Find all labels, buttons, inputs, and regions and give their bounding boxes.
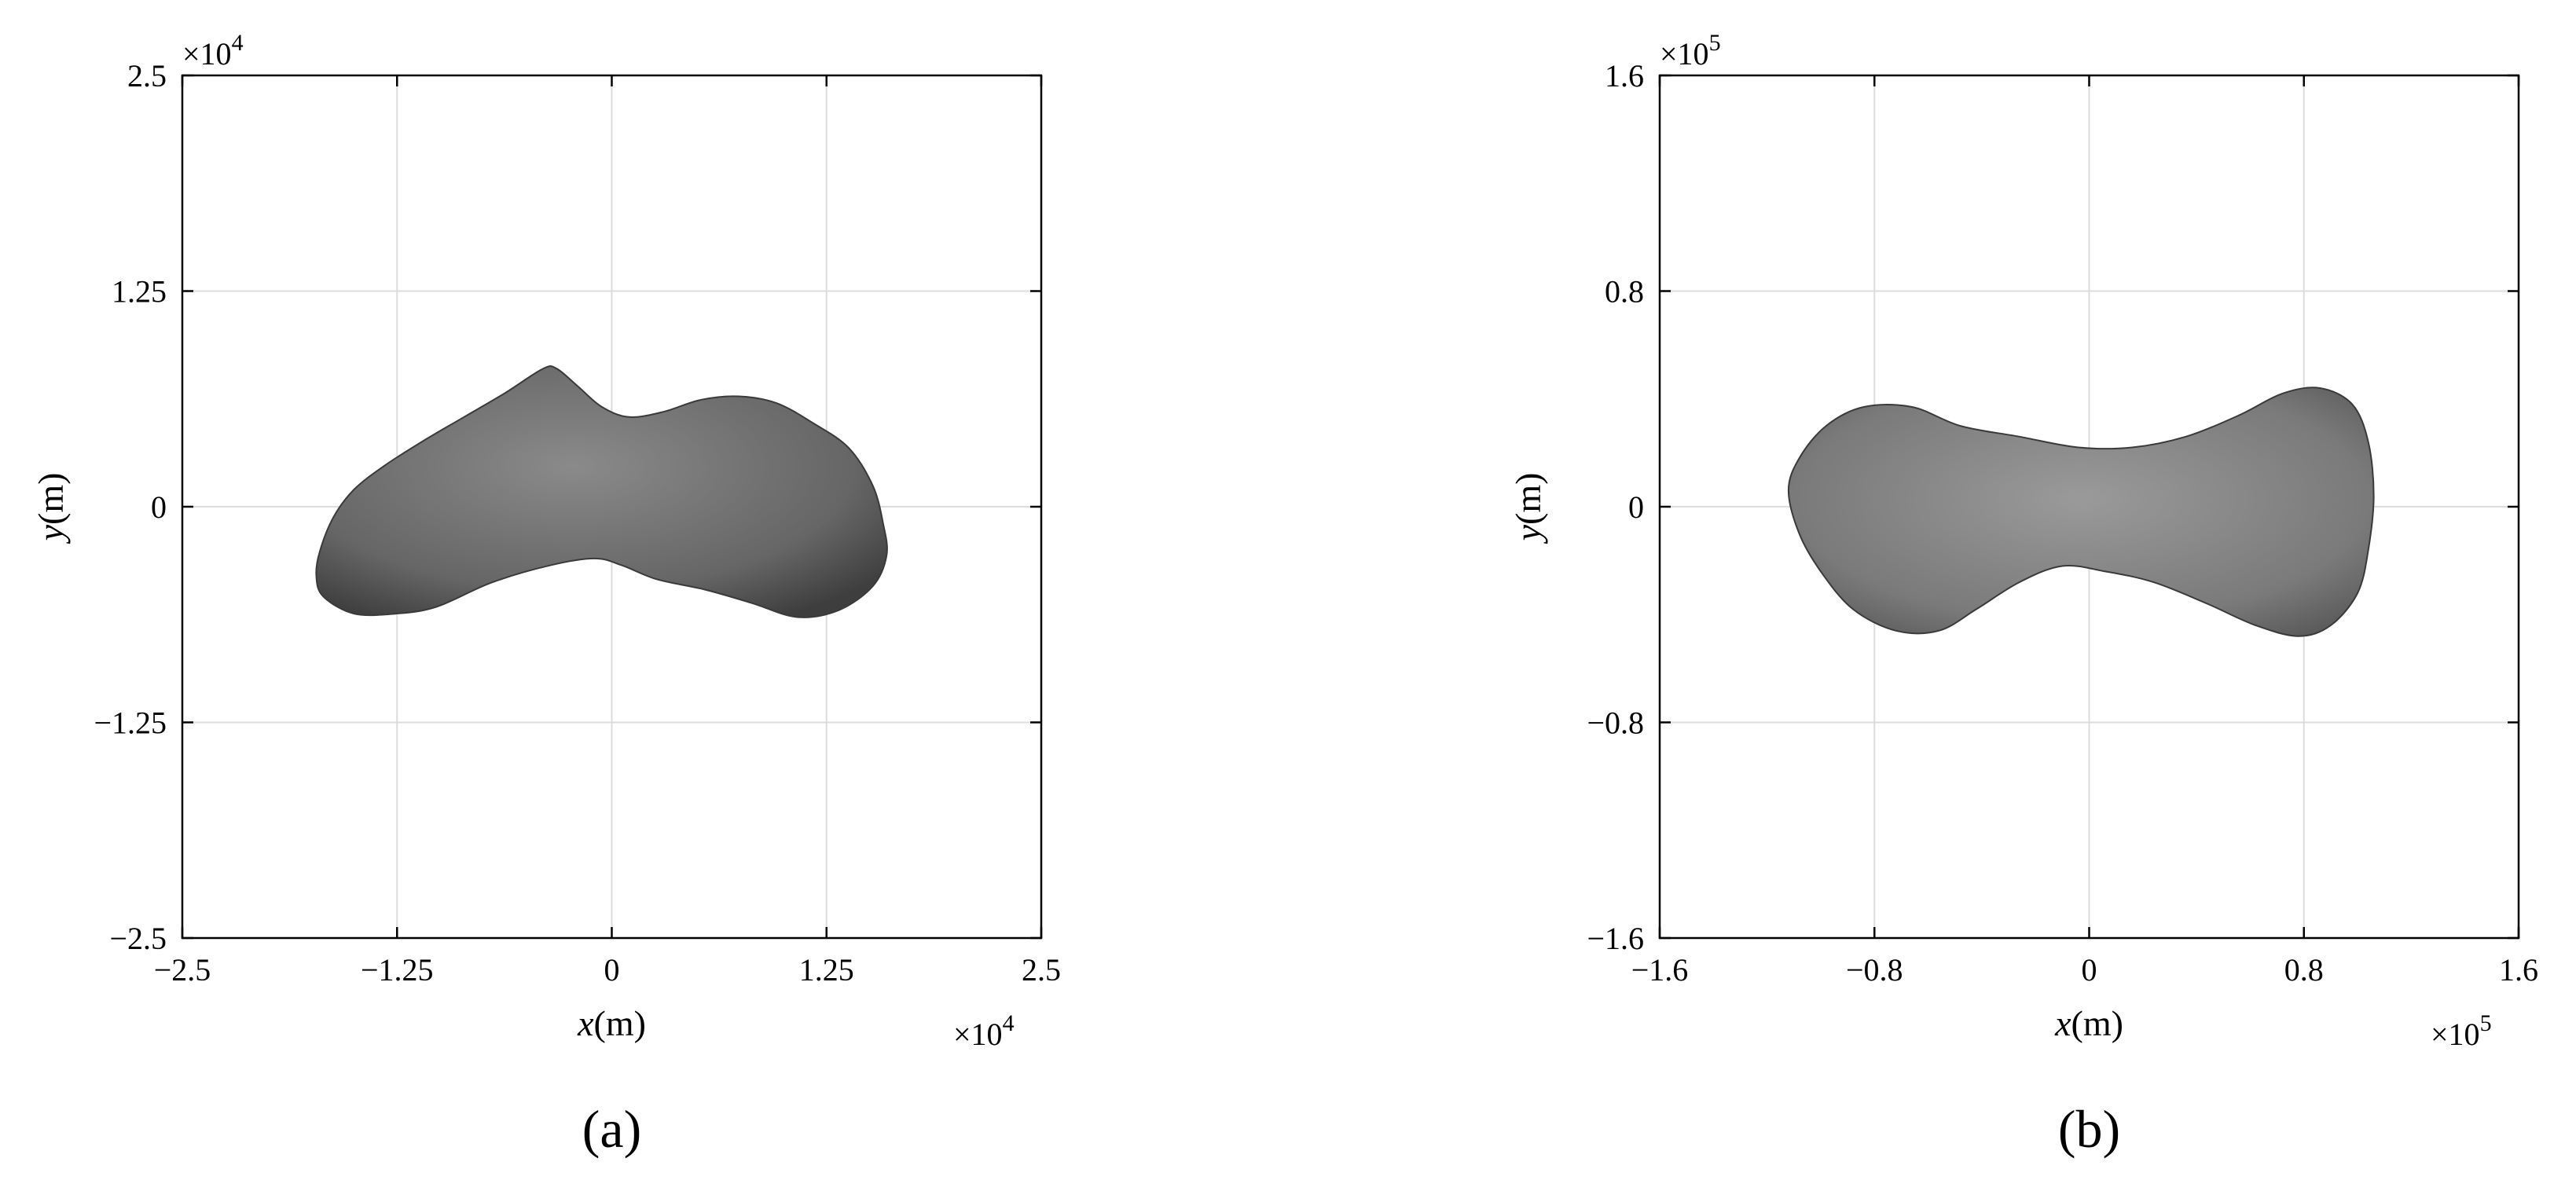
y-tick-label: 2.5 [127, 58, 167, 93]
shape-layer [1787, 387, 2375, 637]
y-tick-label: 0.8 [1605, 274, 1644, 310]
y-tick-label: −0.8 [1587, 705, 1644, 741]
y-axis-label: y(m) [31, 473, 71, 544]
y-tick-label: −1.6 [1587, 921, 1644, 956]
chart-panel-b: −1.6 −0.8 0 0.8 1.6 −1.6 −0.8 0 0.8 1.6 ×105 ×105… [1508, 30, 2538, 1159]
x-tick-label: 0 [604, 952, 620, 988]
x-tick-label: −2.5 [154, 952, 211, 988]
y-tick-label: 0 [151, 489, 167, 525]
x-tick-label: 1.25 [799, 952, 854, 988]
x-tick-label: 0 [2082, 952, 2097, 988]
y-axis-label: y(m) [1508, 473, 1548, 544]
ticks: −2.5 −1.25 0 1.25 2.5 −2.5 −1.25 0 1.25 2.5 [94, 58, 1061, 988]
x-axis-label: x(m) [2054, 1003, 2123, 1043]
asteroid-outline [315, 365, 888, 618]
x-tick-label: 1.6 [2499, 952, 2538, 988]
ticks: −1.6 −0.8 0 0.8 1.6 −1.6 −0.8 0 0.8 1.6 [1587, 58, 2538, 988]
panel-label: (b) [2058, 1099, 2120, 1159]
shape-layer [315, 365, 888, 618]
y-tick-label: 1.6 [1605, 58, 1644, 93]
x-multiplier: ×105 [2431, 1010, 2492, 1052]
y-tick-label: 1.25 [112, 274, 167, 310]
x-tick-label: −0.8 [1846, 952, 1903, 988]
x-axis-label: x(m) [577, 1003, 646, 1043]
panel-label: (a) [582, 1099, 641, 1159]
y-tick-label: −2.5 [109, 921, 167, 956]
x-tick-label: −1.25 [361, 952, 434, 988]
y-tick-label: 0 [1628, 489, 1644, 525]
y-tick-label: −1.25 [94, 705, 167, 741]
x-tick-label: 0.8 [2284, 952, 2324, 988]
asteroid-outline [1787, 387, 2375, 637]
y-multiplier: ×105 [1660, 30, 1721, 71]
x-tick-label: −1.6 [1631, 952, 1689, 988]
x-multiplier: ×104 [953, 1010, 1015, 1052]
y-multiplier: ×104 [182, 30, 244, 71]
x-tick-label: 2.5 [1022, 952, 1061, 988]
